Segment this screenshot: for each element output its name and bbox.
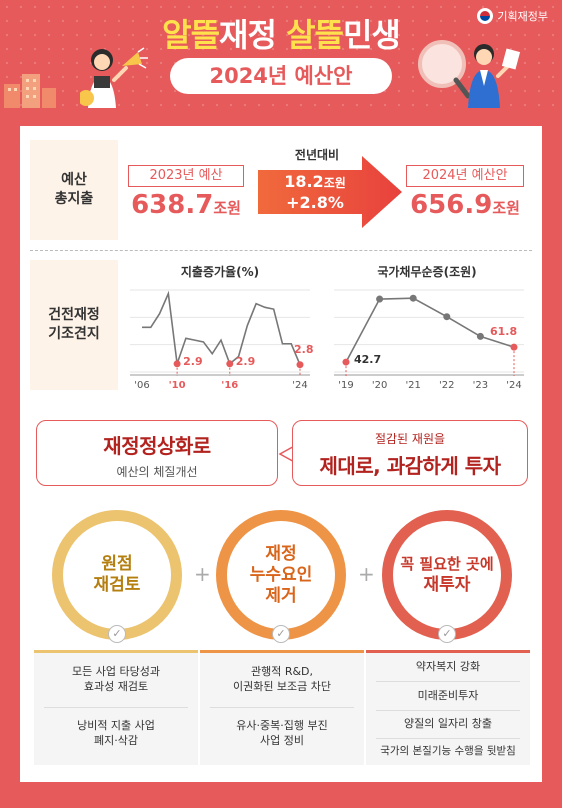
x-tick-label: '22 [439, 380, 455, 391]
theme-normalization-box: 재정정상화로 예산의 체질개선 [36, 420, 278, 486]
plus-icon: + [194, 562, 211, 586]
total-spending-label: 예산 총지출 [30, 140, 118, 240]
theme-reinvest-box: 절감된 재원을 제대로, 과감하게 투자 [292, 420, 528, 486]
list-item: 모든 사업 타당성과 효과성 재검토 [72, 665, 160, 693]
pillar-circle-review: 원점 재검토 [52, 510, 182, 640]
data-label: 42.7 [354, 353, 382, 367]
page-subtitle: 2024년 예산안 [170, 58, 392, 94]
data-point [296, 361, 304, 369]
list-item: 국가의 본질기능 수행을 뒷받침 [380, 745, 516, 757]
x-tick-label: '20 [371, 380, 388, 391]
data-point [409, 294, 417, 302]
theme-normalization-title: 재정정상화로 [103, 434, 211, 458]
pillar-column-review: 모든 사업 타당성과 효과성 재검토 낭비적 지출 사업 폐지·삭감 [34, 650, 198, 765]
chart-title-spending-growth: 지출증가율(%) [180, 265, 260, 279]
x-tick-label: '19 [338, 380, 354, 391]
x-tick-label: '21 [405, 380, 421, 391]
growth-arrow [258, 156, 402, 228]
woman-megaphone-illustration [80, 47, 148, 108]
ministry-name: 기획재정부 [497, 10, 548, 23]
x-tick-label: '10 [168, 380, 186, 391]
plus-icon: + [358, 562, 375, 586]
column-accent-bar [34, 650, 198, 653]
budget-2023-label: 2023년 예산 [128, 165, 244, 187]
x-tick-label: '24 [292, 380, 308, 391]
data-label: 2.9 [235, 354, 256, 368]
item-separator [376, 681, 520, 682]
item-separator [376, 710, 520, 711]
list-item: 약자복지 강화 [415, 660, 481, 673]
spending-growth-chart [130, 289, 310, 376]
skyline-illustration [4, 74, 56, 108]
column-accent-bar [366, 650, 530, 653]
item-separator [376, 738, 520, 739]
check-icon: ✓ [108, 625, 126, 643]
check-icon: ✓ [272, 625, 290, 643]
pillar-column-reinvest: 약자복지 강화 미래준비투자 양질의 일자리 창출 국가의 본질기능 수행을 뒷… [366, 650, 530, 765]
change-label: 전년대비 [294, 148, 340, 162]
budget-2024-value: 656.9조원 [410, 190, 520, 220]
budget-2023-value: 638.7조원 [131, 190, 241, 220]
chart-title-debt-increase: 국가채무순증(조원) [377, 265, 477, 279]
data-point [173, 360, 181, 368]
list-item: 양질의 일자리 창출 [404, 717, 492, 730]
ministry-logo: 기획재정부 [477, 8, 548, 24]
data-point [510, 343, 518, 351]
page-title: 알뜰재정 살뜰민생 [162, 16, 401, 54]
column-accent-bar [200, 650, 364, 653]
series-line [142, 290, 301, 366]
pillar-circle-reinvest: 꼭 필요한 곳에 재투자 [382, 510, 512, 640]
x-tick-label: '23 [472, 380, 489, 391]
budget-2024-label: 2024년 예산안 [406, 165, 524, 187]
fiscal-soundness-label: 건전재정 기조견지 [30, 260, 118, 390]
change-value: 18.2조원 +2.8% [284, 172, 346, 212]
list-item: 유사·중복·집행 부진 사업 정비 [236, 719, 328, 747]
taegeuk-icon [477, 8, 494, 24]
list-item: 미래준비투자 [417, 689, 479, 702]
item-separator [44, 707, 188, 708]
pillar-column-leakage: 관행적 R&D, 이권화된 보조금 차단 유사·중복·집행 부진 사업 정비 [200, 650, 364, 765]
pillar-circle-leakage: 재정 누수요인 제거 [216, 510, 346, 640]
x-tick-label: '06 [134, 380, 150, 391]
check-icon: ✓ [438, 625, 456, 643]
theme-normalization-subtitle: 예산의 체질개선 [116, 465, 198, 479]
data-point [443, 313, 451, 321]
list-item: 관행적 R&D, 이권화된 보조금 차단 [232, 665, 332, 693]
data-label: 2.9 [183, 354, 203, 368]
theme-reinvest-subtitle: 절감된 재원을 [374, 432, 446, 446]
x-tick-label: '16 [221, 380, 239, 391]
content-card: 예산 총지출 2023년 예산 638.7조원 전년대비 18.2조원 +2.8%… [20, 126, 542, 782]
series-line [345, 297, 515, 363]
data-label: 2.8 [294, 342, 314, 356]
theme-reinvest-title: 제대로, 과감하게 투자 [319, 454, 501, 478]
data-point [226, 360, 234, 368]
data-point [376, 295, 384, 303]
section-divider [30, 250, 532, 251]
x-tick-label: '24 [506, 380, 522, 391]
data-label: 61.8 [490, 325, 518, 339]
data-point [342, 358, 350, 366]
list-item: 낭비적 지출 사업 폐지·삭감 [77, 719, 155, 747]
debt-increase-chart [334, 289, 524, 376]
header-banner: 알뜰재정 살뜰민생 2024년 예산안 기획재정부 [0, 0, 562, 108]
item-separator [210, 707, 354, 708]
data-point [476, 332, 484, 340]
man-magnifier-illustration [418, 40, 521, 108]
